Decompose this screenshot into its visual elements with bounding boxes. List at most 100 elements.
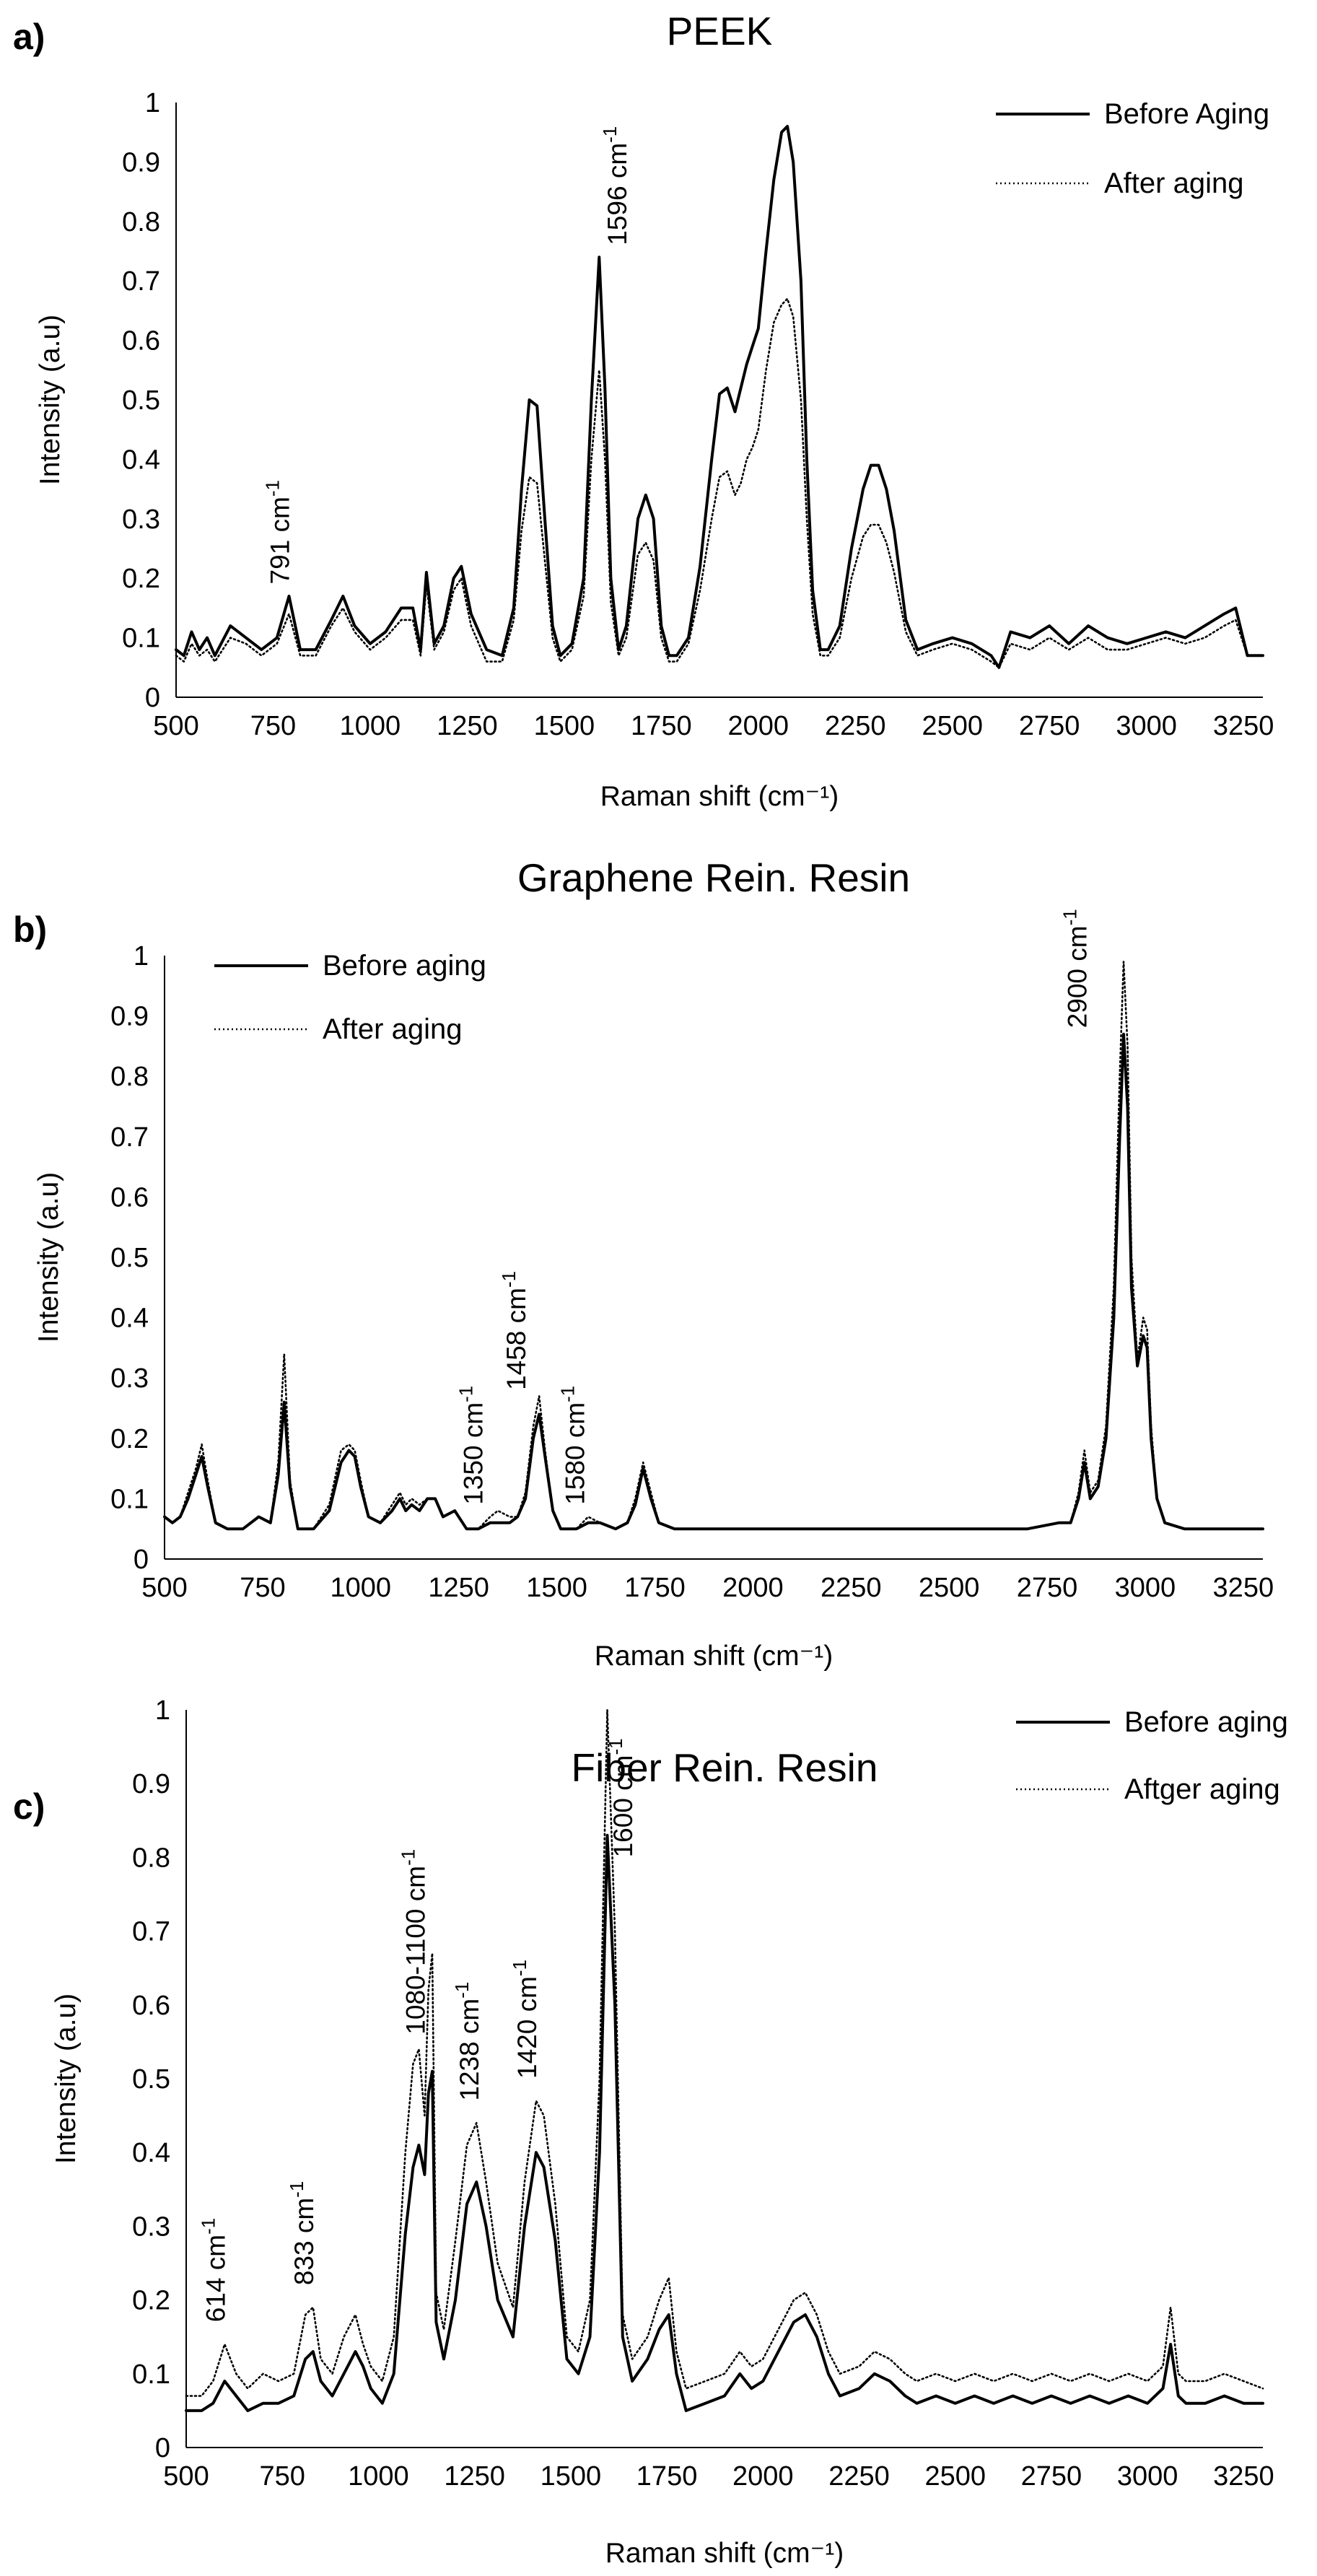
x-tick-label: 3000 [1117,2461,1178,2492]
chart-title: Graphene Rein. Resin [517,855,910,900]
peak-annotation: 614 cm-1 [197,2218,230,2322]
x-tick-label: 750 [260,2461,305,2492]
series-line-before-aging [163,1032,1264,1531]
y-tick-label: 0.2 [132,2286,170,2316]
legend-label: Before Aging [1104,98,1269,130]
x-tick-label: 1500 [541,2461,602,2492]
peak-annotation: 2900 cm-1 [1059,909,1092,1028]
y-tick-label: 0.7 [110,1122,149,1153]
y-tick-label: 0.4 [122,445,160,475]
x-tick-label: 750 [250,711,296,741]
y-tick-label: 0.5 [110,1243,149,1273]
y-tick-label: 0.9 [110,1002,149,1032]
y-tick-label: 0.8 [110,1062,149,1092]
y-tick-label: 0.4 [110,1304,149,1334]
x-tick-label: 1000 [340,711,401,741]
x-tick-label: 1750 [636,2461,698,2492]
peak-annotation: 1458 cm-1 [498,1271,531,1390]
y-tick-label: 0.5 [132,2064,170,2095]
y-tick-label: 0 [134,1545,149,1575]
y-tick-label: 1 [155,1695,170,1726]
x-tick-label: 2750 [1019,711,1080,741]
legend-label: After aging [1104,167,1243,199]
chart-title: Fiber Rein. Resin [572,1745,878,1790]
x-axis-label: Raman shift (cm⁻¹) [605,2538,844,2569]
y-tick-label: 0.5 [122,385,160,416]
x-tick-label: 1250 [428,1573,489,1603]
x-tick-label: 1500 [526,1573,587,1603]
x-tick-label: 2500 [922,711,983,741]
x-tick-label: 2750 [1021,2461,1082,2492]
chart-fiber-resin: c) Fiber Rein. Resin 500 750 1000 1250 1500 175… [13,1695,1288,2569]
y-tick-label: 0.7 [132,1917,170,1947]
x-tick-label: 2000 [732,2461,794,2492]
chart-peek: a) PEEK 500 750 1000 1250 1500 1750 2000 2250 2500… [13,9,1274,812]
chart-title: PEEK [667,9,773,53]
peak-annotation: 1420 cm-1 [509,1960,542,2079]
y-tick-label: 0.8 [132,1843,170,1873]
y-tick-label: 0 [145,683,160,713]
legend-label: Before aging [1124,1706,1288,1738]
x-tick-label: 1250 [444,2461,505,2492]
peak-annotation: 1580 cm-1 [557,1386,590,1505]
peak-annotation: 1238 cm-1 [451,1982,484,2101]
y-tick-label: 0.6 [110,1182,149,1213]
y-axis-label: Intensity (a.u) [35,315,66,485]
panel-letter: c) [13,1786,45,1827]
y-axis-label: Intensity (a.u) [51,1994,82,2164]
x-tick-label: 2250 [828,2461,890,2492]
y-tick-label: 0.6 [132,1991,170,2021]
y-tick-label: 0.9 [132,1769,170,1799]
x-tick-label: 500 [153,711,198,741]
x-tick-label: 1750 [631,711,692,741]
y-tick-label: 0.3 [132,2212,170,2242]
x-tick-label: 500 [141,1573,187,1603]
x-tick-label: 2250 [821,1573,882,1603]
x-axis-label: Raman shift (cm⁻¹) [600,781,839,812]
chart-graphene-resin: b) Graphene Rein. Resin 500 750 1000 1250 1500… [13,855,1274,1672]
x-tick-label: 2000 [728,711,789,741]
series-line-after-aging [175,297,1264,669]
y-tick-label: 0.1 [122,624,160,654]
panel-letter: b) [13,909,47,950]
x-tick-label: 1500 [534,711,595,741]
y-tick-label: 0.8 [122,207,160,237]
x-tick-label: 500 [163,2461,209,2492]
y-tick-label: 1 [145,88,160,118]
peak-annotation: 1596 cm-1 [599,126,632,245]
x-tick-label: 3250 [1213,1573,1274,1603]
y-tick-label: 0.1 [110,1484,149,1514]
series-line-before-aging [185,1833,1264,2412]
y-tick-label: 0.2 [122,564,160,594]
peak-annotation: 1080-1100 cm-1 [397,1849,430,2035]
x-tick-label: 1000 [348,2461,409,2492]
series-line-after-aging [185,1708,1264,2397]
x-tick-label: 2500 [919,1573,980,1603]
y-tick-label: 0.3 [122,505,160,535]
legend-label: Aftger aging [1124,1773,1280,1805]
panel-letter: a) [13,17,45,57]
legend-label: Before aging [323,950,486,982]
x-tick-label: 2750 [1017,1573,1078,1603]
peak-annotation: 1350 cm-1 [455,1386,488,1505]
x-tick-label: 1750 [624,1573,686,1603]
y-tick-label: 0.6 [122,326,160,357]
y-tick-label: 1 [134,941,149,972]
x-tick-label: 3000 [1116,711,1177,741]
x-tick-label: 2500 [924,2461,986,2492]
y-tick-label: 0.3 [110,1363,149,1394]
x-tick-label: 1000 [331,1573,392,1603]
x-tick-label: 2000 [722,1573,784,1603]
x-tick-label: 3250 [1213,711,1274,741]
series-line-before-aging [175,125,1264,669]
legend-label: After aging [323,1013,462,1045]
x-tick-label: 3000 [1115,1573,1176,1603]
y-tick-label: 0.2 [110,1424,149,1454]
y-axis-label: Intensity (a.u) [33,1172,64,1342]
peak-annotation: 791 cm-1 [262,480,295,584]
series-line-after-aging [163,961,1264,1530]
x-tick-label: 3250 [1213,2461,1274,2492]
y-tick-label: 0.9 [122,147,160,178]
x-axis-label: Raman shift (cm⁻¹) [595,1641,833,1672]
